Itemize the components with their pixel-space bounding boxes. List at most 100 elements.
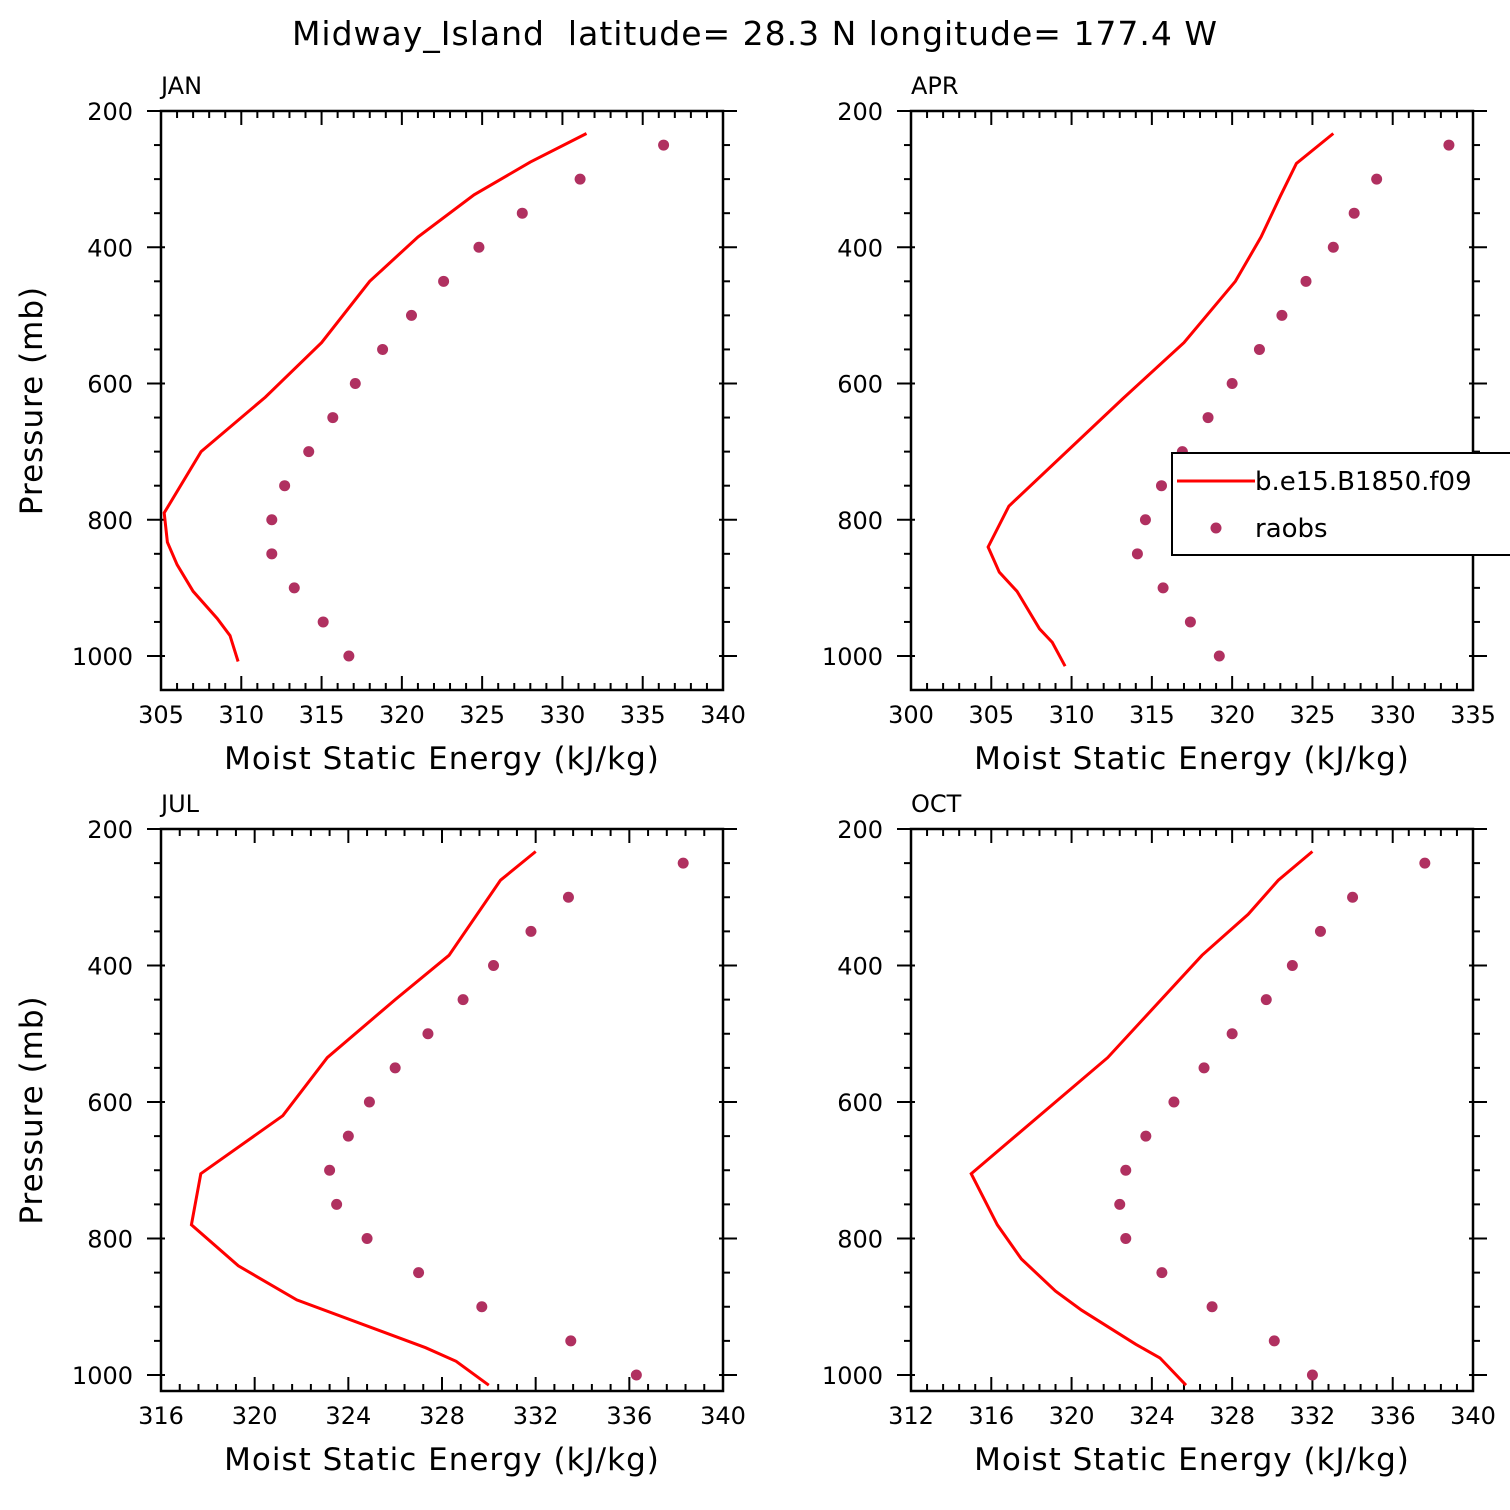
obs-point [438, 275, 450, 287]
y-tick-label: 800 [87, 1226, 133, 1254]
y-tick-label: 400 [837, 234, 883, 262]
x-tick-label: 315 [1129, 701, 1175, 729]
panel-label: JUL [159, 790, 200, 818]
obs-point [266, 514, 278, 526]
obs-point [1131, 548, 1143, 560]
x-tick-label: 320 [379, 701, 425, 729]
x-tick-label: 320 [1049, 1402, 1095, 1430]
figure-title: Midway_Island latitude= 28.3 N longitude… [292, 14, 1218, 53]
obs-point [342, 1130, 354, 1142]
obs-point [1276, 309, 1288, 321]
model-line [189, 850, 537, 1387]
obs-point [327, 412, 339, 424]
plot-frame [159, 827, 725, 1393]
model-line [969, 850, 1314, 1387]
x-tick-label: 305 [138, 701, 184, 729]
obs-point [349, 378, 361, 389]
obs-point [677, 857, 689, 869]
obs-point [1120, 1164, 1132, 1176]
obs-point [1348, 207, 1360, 219]
x-axis-label: Moist Static Energy (kJ/kg) [974, 741, 1410, 777]
x-tick-label: 316 [138, 1402, 184, 1430]
obs-point [473, 241, 485, 253]
x-axis-label: Moist Static Energy (kJ/kg) [224, 741, 660, 777]
obs-point [279, 480, 291, 492]
x-axis-label: Moist Static Energy (kJ/kg) [974, 1442, 1410, 1478]
panel-label: APR [911, 72, 959, 100]
x-tick-label: 328 [1209, 1402, 1255, 1430]
plot-frame [909, 109, 1475, 692]
legend-model-label: b.e15.B1850.f09 [1255, 467, 1472, 497]
model-line [162, 132, 588, 662]
obs-point [1371, 173, 1383, 185]
x-tick-label: 332 [1290, 1402, 1336, 1430]
obs-point [377, 343, 389, 355]
y-tick-label: 1000 [72, 643, 133, 671]
y-tick-label: 200 [837, 816, 883, 844]
obs-point [1140, 1130, 1152, 1142]
y-tick-label: 400 [87, 953, 133, 981]
panels: JAN 305 310 315 320 325 330 335 340 200 400 600 800 1… [14, 72, 1510, 1478]
obs-point [1139, 514, 1151, 526]
obs-point [331, 1198, 343, 1210]
obs-point [1327, 241, 1339, 253]
x-tick-label: 336 [606, 1402, 652, 1430]
x-tick-label: 335 [620, 701, 666, 729]
obs-point [1314, 925, 1326, 937]
panel-jul: JUL 316 320 324 328 332 336 340 200 400 600 800 1000… [14, 790, 746, 1478]
y-tick-label: 1000 [72, 1362, 133, 1390]
model-line [986, 132, 1335, 667]
obs-point [525, 925, 537, 937]
obs-point [1226, 378, 1238, 389]
obs-point [1157, 582, 1169, 594]
panel-label: OCT [911, 790, 962, 818]
x-tick-label: 335 [1450, 701, 1496, 729]
obs-point [1347, 891, 1359, 903]
legend: b.e15.B1850.f09 raobs [1171, 452, 1510, 556]
obs-point [1306, 1369, 1318, 1381]
obs-point [1268, 1335, 1280, 1347]
y-tick-label: 400 [87, 234, 133, 262]
obs-point [488, 960, 500, 971]
y-tick-label: 1000 [822, 1362, 883, 1390]
plot-frame [909, 827, 1475, 1393]
obs-point [389, 1062, 401, 1074]
obs-point [324, 1164, 336, 1176]
x-tick-label: 312 [888, 1402, 934, 1430]
x-tick-label: 325 [459, 701, 505, 729]
x-tick-label: 310 [1049, 701, 1095, 729]
x-tick-label: 328 [419, 1402, 465, 1430]
panel-apr: APR 300 305 310 315 320 325 330 335 200 400 600 800 1… [822, 72, 1496, 777]
legend-box [1171, 452, 1510, 556]
obs-point [565, 1335, 577, 1347]
obs-point [476, 1301, 488, 1313]
x-axis-label: Moist Static Energy (kJ/kg) [224, 1442, 660, 1478]
x-tick-label: 320 [232, 1402, 278, 1430]
x-tick-label: 340 [700, 1402, 746, 1430]
y-tick-label: 600 [837, 1089, 883, 1117]
obs-point [343, 650, 355, 662]
x-tick-label: 340 [1450, 1402, 1496, 1430]
obs-point [1419, 857, 1431, 869]
obs-point [1443, 139, 1455, 151]
obs-point [1260, 994, 1272, 1006]
panel-jan: JAN 305 310 315 320 325 330 335 340 200 400 600 800 1… [14, 72, 746, 777]
y-axis-label: Pressure (mb) [14, 995, 50, 1224]
panel-oct: OCT 312 316 320 324 328 332 336 340 200 400 600 800 1… [822, 790, 1496, 1478]
x-tick-label: 330 [540, 701, 586, 729]
obs-point [303, 446, 315, 458]
y-tick-label: 800 [837, 1226, 883, 1254]
y-tick-label: 200 [87, 816, 133, 844]
y-tick-label: 600 [87, 371, 133, 399]
x-tick-label: 340 [700, 701, 746, 729]
obs-point [1253, 343, 1265, 355]
obs-point [363, 1096, 375, 1108]
obs-point [1226, 1028, 1238, 1040]
x-tick-label: 300 [888, 701, 934, 729]
y-tick-label: 200 [837, 98, 883, 126]
y-tick-label: 800 [87, 507, 133, 535]
x-tick-label: 332 [513, 1402, 559, 1430]
obs-point [1202, 412, 1214, 424]
x-tick-label: 305 [968, 701, 1014, 729]
